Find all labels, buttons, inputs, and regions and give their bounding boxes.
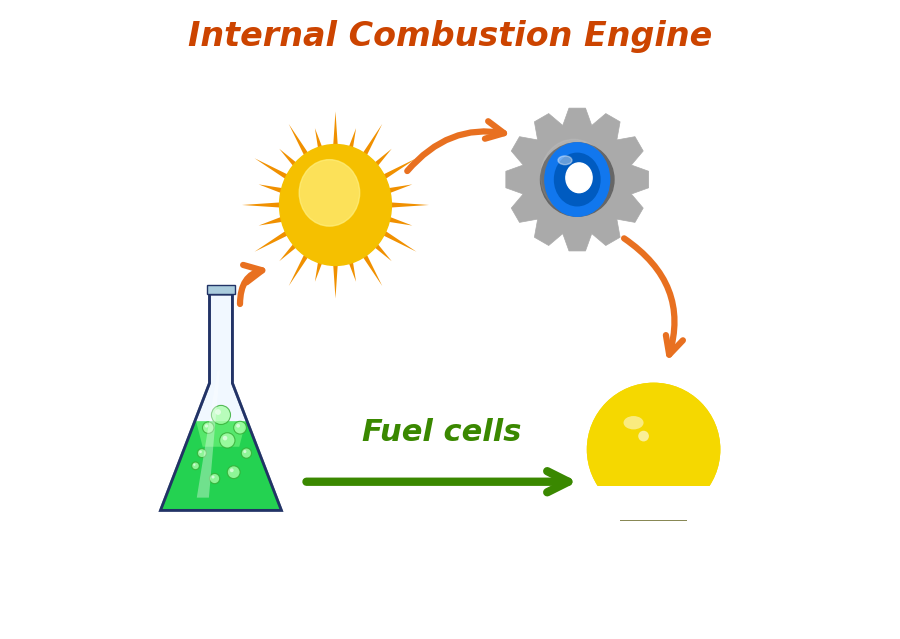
Polygon shape <box>315 258 324 282</box>
Polygon shape <box>242 203 280 208</box>
Ellipse shape <box>299 160 360 226</box>
Circle shape <box>587 383 720 516</box>
Text: Internal Combustion Engine: Internal Combustion Engine <box>188 20 712 54</box>
Polygon shape <box>347 128 356 152</box>
Ellipse shape <box>541 139 607 213</box>
Polygon shape <box>258 185 283 193</box>
Ellipse shape <box>558 156 572 165</box>
Polygon shape <box>315 128 324 152</box>
Polygon shape <box>333 261 338 298</box>
Polygon shape <box>289 252 310 286</box>
Polygon shape <box>255 158 289 180</box>
Polygon shape <box>382 158 417 180</box>
Polygon shape <box>373 149 392 167</box>
Circle shape <box>243 450 247 453</box>
Polygon shape <box>361 124 382 158</box>
Circle shape <box>587 383 720 516</box>
Polygon shape <box>196 421 246 447</box>
Polygon shape <box>347 258 356 282</box>
Circle shape <box>230 468 234 472</box>
Ellipse shape <box>554 153 600 206</box>
Circle shape <box>220 433 235 448</box>
Ellipse shape <box>544 142 609 216</box>
Polygon shape <box>373 242 392 261</box>
Circle shape <box>228 466 240 479</box>
Polygon shape <box>258 217 283 226</box>
Circle shape <box>215 409 221 415</box>
Polygon shape <box>279 149 298 167</box>
Ellipse shape <box>280 144 392 265</box>
Circle shape <box>541 142 614 216</box>
Circle shape <box>212 405 230 424</box>
Polygon shape <box>197 371 220 498</box>
Bar <box>580 486 727 520</box>
Polygon shape <box>382 231 417 252</box>
Ellipse shape <box>566 163 592 192</box>
Circle shape <box>202 422 214 433</box>
Polygon shape <box>333 111 338 150</box>
Circle shape <box>638 431 649 442</box>
Polygon shape <box>279 242 298 261</box>
Circle shape <box>205 424 208 427</box>
Circle shape <box>212 475 214 479</box>
Circle shape <box>222 436 228 440</box>
Circle shape <box>197 449 206 458</box>
Circle shape <box>241 448 251 458</box>
Polygon shape <box>389 217 412 226</box>
Polygon shape <box>160 421 282 511</box>
Polygon shape <box>289 124 310 158</box>
Circle shape <box>210 473 220 484</box>
Polygon shape <box>361 252 382 286</box>
Polygon shape <box>389 185 412 193</box>
Bar <box>620 516 687 521</box>
Circle shape <box>194 463 195 466</box>
Circle shape <box>234 421 247 434</box>
Circle shape <box>192 462 199 470</box>
Polygon shape <box>160 294 282 511</box>
Ellipse shape <box>624 416 644 429</box>
Polygon shape <box>255 231 289 252</box>
Circle shape <box>236 424 240 427</box>
Circle shape <box>199 450 202 453</box>
Text: Fuel cells: Fuel cells <box>363 418 522 447</box>
Bar <box>612 486 695 516</box>
Polygon shape <box>391 203 429 208</box>
Bar <box>207 284 235 294</box>
Polygon shape <box>506 108 649 251</box>
